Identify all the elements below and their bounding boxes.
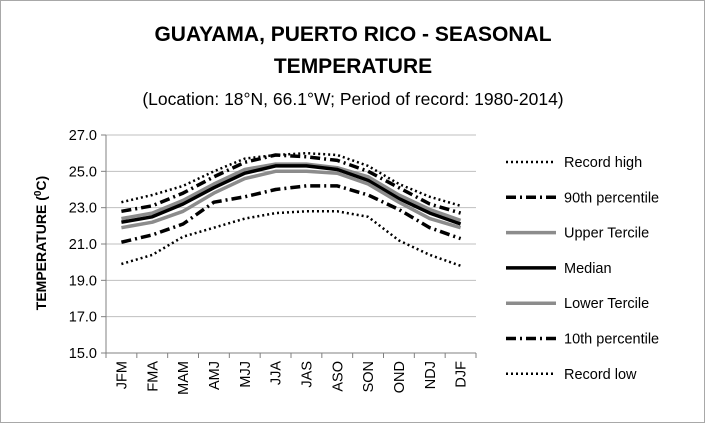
series-line-lower-tercile — [121, 169, 462, 230]
y-axis-label-unit: C) — [33, 176, 49, 191]
legend-label-record-low: Record low — [564, 367, 637, 383]
x-tick-label: OND — [392, 361, 408, 393]
series-line-10th-percentile — [120, 184, 462, 244]
y-axis-label: TEMPERATURE (0C) — [33, 176, 49, 310]
y-tick-label: 19.0 — [69, 273, 97, 289]
x-tick-label: MJJ — [238, 361, 254, 388]
x-tick-labels: JFM FMA MAM AMJ MJJ JJA JAS ASO SON OND NDJ DJF — [114, 361, 469, 395]
y-axis-label-superscript: 0 — [33, 190, 44, 196]
x-tick-label: DJF — [454, 361, 470, 388]
x-tick-label: ASO — [330, 361, 346, 392]
legend-label-90th-percentile: 90th percentile — [564, 190, 659, 206]
y-tick-label: 17.0 — [69, 310, 97, 326]
legend-label-upper-tercile: Upper Tercile — [564, 226, 649, 242]
x-tick-label: JFM — [114, 361, 130, 389]
legend: Record high 90th percentile Upper Tercile M… — [506, 155, 659, 383]
series-line-90th-percentile — [121, 153, 462, 215]
y-tick-label: 25.0 — [69, 164, 97, 180]
y-tick-label: 15.0 — [69, 346, 97, 362]
x-tick-label: AMJ — [207, 361, 223, 390]
y-tick-labels: 15.0 17.0 19.0 21.0 23.0 25.0 27.0 — [69, 128, 97, 362]
gridlines — [106, 134, 476, 318]
x-tick-label: JAS — [299, 361, 315, 388]
legend-label-10th-percentile: 10th percentile — [564, 332, 659, 348]
x-tick-label: JJA — [269, 361, 285, 386]
axes — [101, 134, 477, 358]
legend-label-record-high: Record high — [564, 155, 642, 171]
x-tick-label: SON — [361, 361, 377, 392]
series-line-record-high — [121, 151, 461, 207]
chart-title-line-1: GUAYAMA, PUERTO RICO - SEASONAL — [154, 23, 551, 46]
legend-label-median: Median — [564, 261, 612, 277]
x-tick-label: MAM — [176, 361, 192, 395]
chart-subtitle: (Location: 18°N, 66.1°W; Period of recor… — [142, 89, 563, 109]
series-lines — [120, 151, 462, 267]
y-tick-label: 23.0 — [69, 201, 97, 217]
x-tick-label: NDJ — [423, 361, 439, 389]
series-line-median — [121, 164, 462, 226]
y-tick-label: 27.0 — [69, 128, 97, 144]
x-tick-label: FMA — [145, 361, 161, 392]
series-line-upper-tercile — [121, 162, 462, 223]
legend-label-lower-tercile: Lower Tercile — [564, 296, 649, 312]
chart-title-line-2: TEMPERATURE — [274, 55, 432, 78]
y-tick-label: 21.0 — [69, 237, 97, 253]
series-line-record-low — [121, 210, 462, 267]
